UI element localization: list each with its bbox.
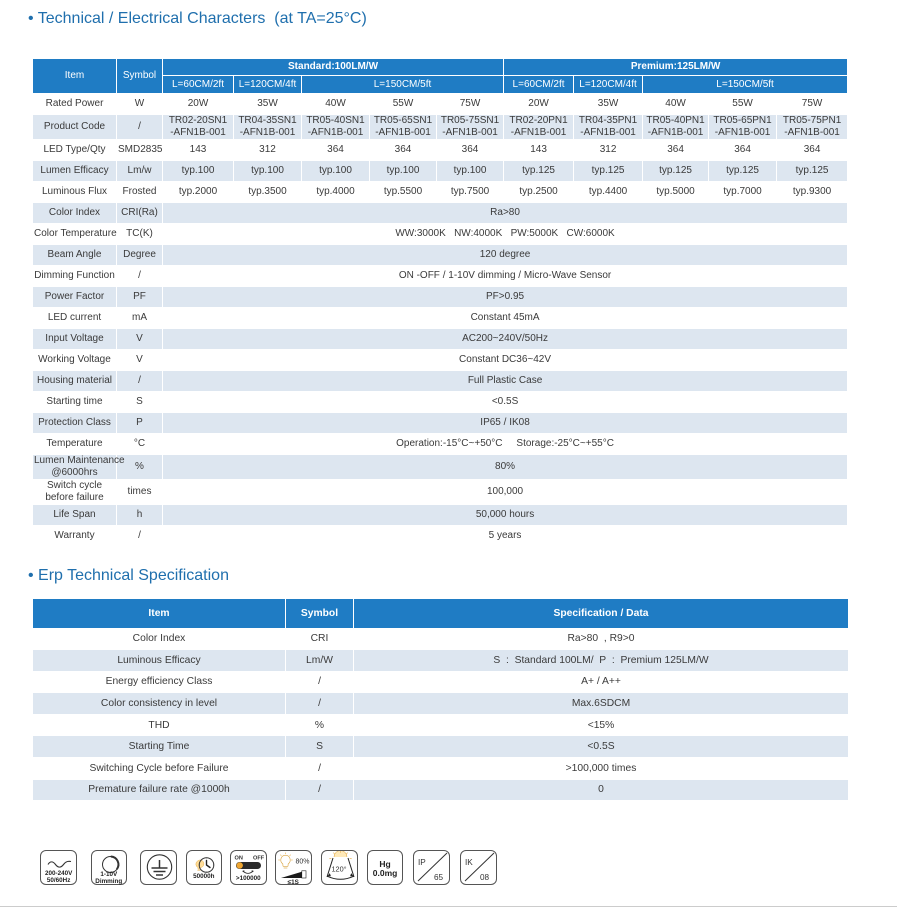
svg-text:OFF: OFF <box>253 856 265 862</box>
svg-text:65: 65 <box>434 873 444 882</box>
svg-text:08: 08 <box>480 873 490 882</box>
svg-text:120°: 120° <box>332 865 347 874</box>
svg-text:IK: IK <box>465 858 473 867</box>
svg-text:80%: 80% <box>296 859 310 866</box>
svg-text:ON: ON <box>235 856 243 862</box>
svg-text:IP: IP <box>418 858 426 867</box>
